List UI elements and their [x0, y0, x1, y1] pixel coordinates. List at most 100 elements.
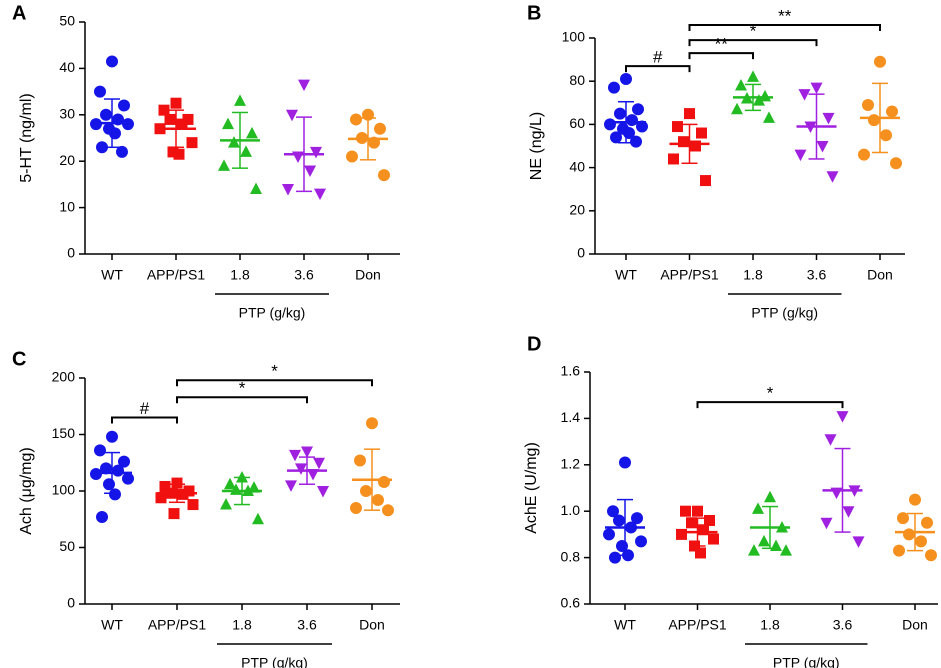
point — [752, 502, 764, 514]
point — [155, 492, 167, 504]
point — [915, 535, 927, 548]
point — [382, 504, 394, 517]
point — [360, 485, 372, 497]
y-tick-label: 0 — [67, 245, 75, 261]
point — [631, 512, 643, 525]
point — [301, 446, 313, 458]
point — [619, 456, 631, 469]
y-tick-label: 200 — [52, 369, 76, 385]
point — [836, 411, 849, 423]
x-tick-label: Don — [867, 267, 893, 283]
y-tick-label: 40 — [569, 158, 585, 174]
point — [100, 108, 112, 121]
significance-bracket — [688, 52, 754, 60]
point — [816, 141, 829, 153]
point — [94, 85, 106, 98]
point — [96, 141, 108, 154]
point — [613, 514, 625, 527]
x-tick-label: WT — [101, 267, 123, 283]
point — [183, 485, 195, 497]
x-tick-label: Don — [902, 617, 928, 633]
y-tick-label: 1.4 — [561, 409, 581, 425]
point — [374, 122, 386, 135]
point — [609, 551, 621, 564]
y-tick-label: 50 — [59, 538, 75, 554]
point — [103, 478, 115, 491]
point — [676, 528, 687, 540]
point — [610, 131, 622, 144]
point — [176, 118, 188, 130]
point — [636, 120, 648, 133]
y-tick-label: 50 — [59, 13, 75, 29]
point — [886, 105, 898, 118]
point — [118, 99, 130, 112]
point — [909, 493, 921, 506]
point — [690, 140, 701, 152]
significance-bracket — [696, 401, 844, 409]
x-tick-label: 3.6 — [833, 617, 853, 633]
point — [794, 149, 807, 162]
x-tick-label: Don — [359, 617, 385, 633]
point — [252, 512, 264, 525]
point — [893, 544, 905, 557]
x-tick-label: 1.8 — [743, 267, 763, 283]
point — [378, 475, 390, 488]
point — [314, 188, 326, 201]
significance-label: * — [271, 362, 278, 381]
point — [603, 528, 615, 541]
point — [248, 481, 260, 493]
point — [862, 98, 874, 111]
point — [378, 169, 390, 182]
point — [770, 539, 782, 551]
x-tick-label: 1.8 — [230, 267, 250, 283]
x-tick-label: WT — [615, 267, 637, 283]
significance-bracket — [688, 24, 881, 32]
significance-bracket — [625, 65, 691, 73]
point — [680, 505, 691, 517]
x-tick-label: WT — [614, 617, 636, 633]
point — [354, 454, 366, 467]
y-axis-label: 5-HT (ng/ml) — [18, 93, 35, 183]
point — [608, 81, 620, 94]
point — [604, 118, 616, 131]
y-axis-label: NE (ng/L) — [528, 112, 545, 180]
y-axis-label: AchE (U/mg) — [523, 442, 540, 534]
point — [171, 477, 183, 489]
point — [158, 104, 170, 116]
y-tick-label: 30 — [59, 106, 75, 122]
point — [106, 430, 118, 443]
point — [686, 517, 697, 529]
x-tick-label: 3.6 — [294, 267, 314, 283]
point — [286, 109, 298, 122]
y-axis-label: Ach (μg/mg) — [18, 447, 35, 534]
point — [708, 533, 719, 545]
point — [695, 547, 706, 559]
panel-letter: A — [12, 2, 26, 24]
point — [228, 136, 240, 148]
y-tick-label: 60 — [569, 115, 585, 131]
point — [820, 517, 833, 530]
significance-label: ** — [715, 35, 729, 54]
point — [170, 97, 182, 109]
x-tick-label: 3.6 — [297, 617, 317, 633]
point — [346, 150, 358, 163]
point — [366, 417, 378, 430]
point — [626, 114, 638, 127]
point — [218, 159, 230, 171]
point — [222, 117, 234, 130]
point — [780, 544, 792, 556]
point — [298, 79, 310, 92]
significance-label: * — [750, 22, 757, 41]
y-tick-label: 0.6 — [561, 595, 581, 611]
point — [632, 103, 644, 116]
point — [94, 444, 106, 457]
point — [109, 127, 121, 140]
point — [672, 121, 683, 133]
point — [187, 499, 199, 511]
point — [96, 510, 108, 523]
significance-bracket — [176, 379, 373, 387]
panel-letter: D — [527, 333, 541, 355]
point — [173, 148, 185, 160]
point — [921, 516, 933, 529]
significance-label: # — [140, 399, 150, 418]
